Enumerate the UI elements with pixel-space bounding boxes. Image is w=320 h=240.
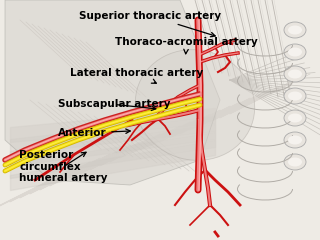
Ellipse shape	[284, 22, 306, 38]
Text: Subscapular artery: Subscapular artery	[58, 99, 170, 110]
Ellipse shape	[288, 25, 302, 35]
Ellipse shape	[284, 66, 306, 82]
Polygon shape	[5, 0, 220, 185]
Ellipse shape	[284, 154, 306, 170]
Ellipse shape	[288, 91, 302, 101]
Ellipse shape	[288, 114, 302, 122]
Text: Posterior
circumflex
humeral artery: Posterior circumflex humeral artery	[19, 150, 108, 183]
Text: Thoraco-acromial artery: Thoraco-acromial artery	[115, 37, 258, 54]
Ellipse shape	[288, 70, 302, 78]
Ellipse shape	[135, 50, 255, 160]
Ellipse shape	[284, 44, 306, 60]
Text: Lateral thoracic artery: Lateral thoracic artery	[70, 68, 204, 83]
Text: Anterior: Anterior	[58, 128, 130, 138]
Ellipse shape	[284, 88, 306, 104]
Ellipse shape	[284, 132, 306, 148]
Ellipse shape	[288, 157, 302, 167]
Ellipse shape	[288, 48, 302, 56]
Ellipse shape	[284, 110, 306, 126]
Ellipse shape	[288, 136, 302, 144]
Text: Superior thoracic artery: Superior thoracic artery	[79, 11, 221, 37]
